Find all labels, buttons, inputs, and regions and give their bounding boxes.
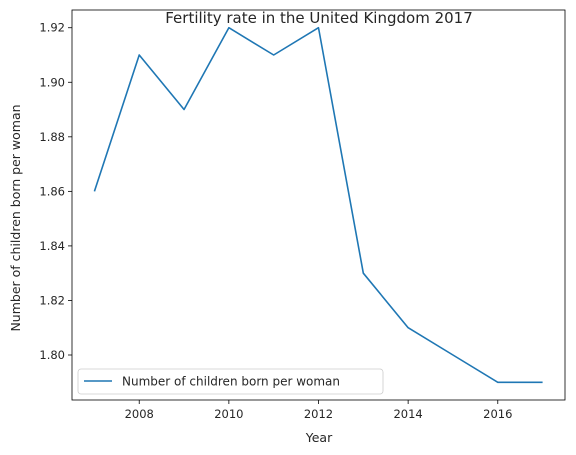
x-tick-label: 2014 <box>393 407 422 421</box>
x-tick-label: 2012 <box>304 407 333 421</box>
y-axis: 1.80 1.82 1.84 1.86 1.88 1.90 1.92 <box>39 21 72 362</box>
y-tick-label: 1.86 <box>39 184 65 198</box>
legend-box <box>77 368 384 395</box>
plot-area: 2008 2010 2012 2014 2016 1.801.821.841.861.8… <box>39 9 566 421</box>
x-axis-label: Year <box>305 430 333 445</box>
y-tick-label: 1.88 <box>39 130 65 144</box>
legend-label: Number of children born per woman <box>122 375 340 389</box>
y-tick-label: 1.92 <box>39 21 65 35</box>
x-tick-label: 2016 <box>483 407 512 421</box>
y-tick-label: 1.90 <box>39 75 65 89</box>
y-axis-label: Number of children born per woman <box>8 104 23 331</box>
series-layer <box>93 26 543 384</box>
series-line <box>93 26 543 384</box>
plot-frame <box>71 9 566 401</box>
y-tick-label: 1.80 <box>39 348 65 362</box>
chart-title: Fertility rate in the United Kingdom 201… <box>165 9 473 27</box>
y-tick-label: 1.84 <box>39 239 65 253</box>
legend: Number of children born per woman <box>77 368 384 395</box>
y-tick-label: 1.82 <box>39 293 65 307</box>
x-tick-label: 2008 <box>125 407 154 421</box>
x-axis: 2008 2010 2012 2014 2016 <box>125 400 512 421</box>
x-tick-label: 2010 <box>214 407 243 421</box>
